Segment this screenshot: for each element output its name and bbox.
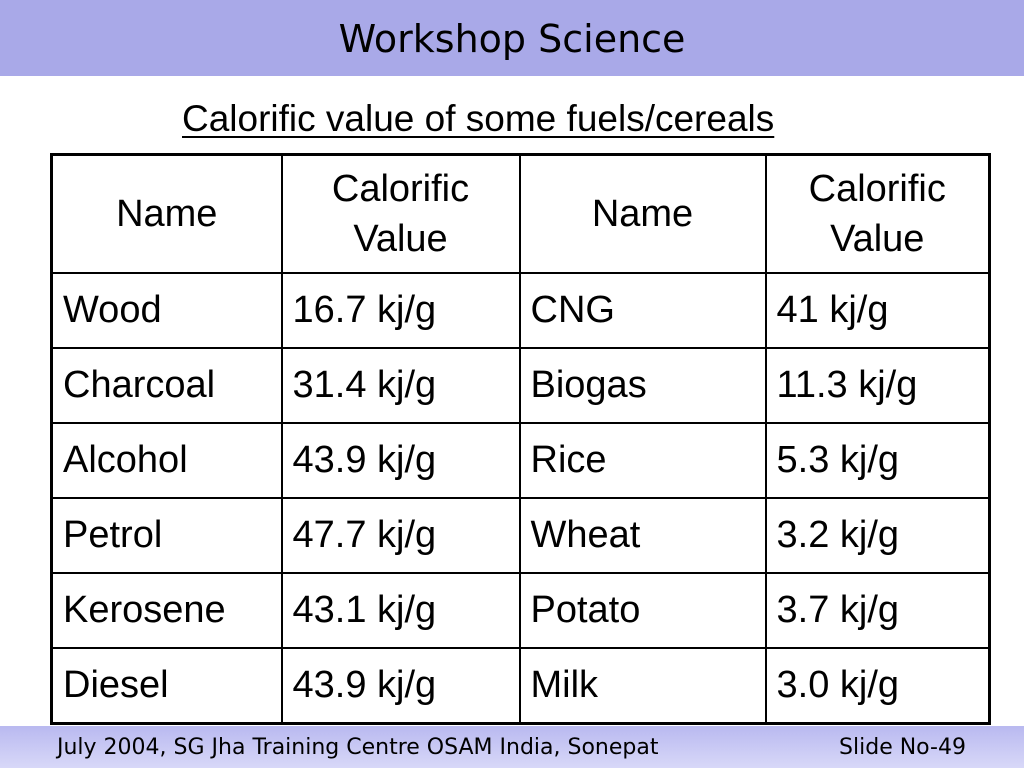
fuel-name: CNG [518, 272, 767, 349]
fuel-name: Alcohol [50, 422, 283, 499]
table-row: Alcohol 43.9 kj/g Rice 5.3 kj/g [50, 422, 991, 499]
fuel-value: 43.1 kj/g [280, 572, 521, 649]
fuel-name: Rice [518, 422, 767, 499]
title-bar: Workshop Science [0, 0, 1024, 76]
table-row: Wood 16.7 kj/g CNG 41 kj/g [50, 272, 991, 349]
table-row: Charcoal 31.4 kj/g Biogas 11.3 kj/g [50, 347, 991, 424]
fuel-name: Milk [518, 647, 767, 725]
fuel-value: 11.3 kj/g [764, 347, 991, 424]
fuel-value: 3.7 kj/g [764, 572, 991, 649]
fuel-name: Charcoal [50, 347, 283, 424]
fuel-value: 3.0 kj/g [764, 647, 991, 725]
slide-number: Slide No-49 [839, 735, 966, 760]
table-header-row: Name Calorific Value Name Calorific Valu… [50, 153, 991, 274]
fuel-name: Potato [518, 572, 767, 649]
fuel-value: 43.9 kj/g [280, 647, 521, 725]
fuel-value: 41 kj/g [764, 272, 991, 349]
header-calorific-value-2: Calorific Value [764, 153, 991, 274]
fuel-value: 16.7 kj/g [280, 272, 521, 349]
footer-bar: July 2004, SG Jha Training Centre OSAM I… [0, 726, 1024, 768]
fuel-name: Wheat [518, 497, 767, 574]
fuel-name: Biogas [518, 347, 767, 424]
fuel-name: Kerosene [50, 572, 283, 649]
table-row: Petrol 47.7 kj/g Wheat 3.2 kj/g [50, 497, 991, 574]
footer-credit: July 2004, SG Jha Training Centre OSAM I… [57, 735, 659, 760]
header-calorific-value-1: Calorific Value [280, 153, 521, 274]
fuel-value: 47.7 kj/g [280, 497, 521, 574]
fuel-value: 31.4 kj/g [280, 347, 521, 424]
fuel-value: 3.2 kj/g [764, 497, 991, 574]
fuel-name: Petrol [50, 497, 283, 574]
table-caption: Calorific value of some fuels/cereals [182, 98, 775, 139]
calorific-value-table: Name Calorific Value Name Calorific Valu… [50, 153, 991, 725]
fuel-value: 5.3 kj/g [764, 422, 991, 499]
slide-title: Workshop Science [338, 17, 686, 61]
fuel-name: Wood [50, 272, 283, 349]
header-name-1: Name [50, 153, 283, 274]
table-row: Diesel 43.9 kj/g Milk 3.0 kj/g [50, 647, 991, 725]
table-row: Kerosene 43.1 kj/g Potato 3.7 kj/g [50, 572, 991, 649]
header-name-2: Name [518, 153, 767, 274]
fuel-name: Diesel [50, 647, 283, 725]
fuel-value: 43.9 kj/g [280, 422, 521, 499]
